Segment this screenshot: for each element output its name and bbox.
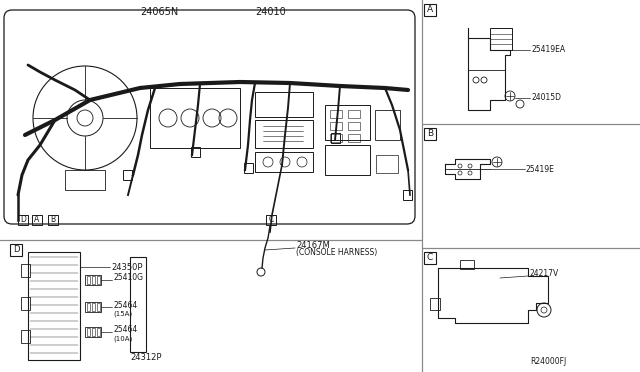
Bar [150,88,240,148]
Bar [21,330,30,343]
Bar [21,297,30,310]
Bar [403,190,412,200]
Bar [490,28,512,50]
Bar [10,244,22,256]
Bar [92,303,95,311]
Text: 24350P: 24350P [111,263,143,272]
Bar [325,145,370,175]
Bar [424,4,436,16]
Text: C: C [268,215,274,224]
Bar [97,276,100,284]
Bar [255,92,313,117]
Text: 24065N: 24065N [140,7,179,17]
Bar [87,328,90,336]
Text: A: A [35,215,40,224]
Bar [97,328,100,336]
Bar [430,298,440,310]
Bar [348,134,360,142]
Bar [130,257,146,352]
Text: D: D [13,246,19,254]
Text: 24312P: 24312P [130,353,161,362]
Bar [87,276,90,284]
Bar [85,275,101,285]
Bar [123,170,132,180]
Bar [32,215,42,225]
Bar [21,264,30,277]
Bar [18,215,28,225]
Bar [266,215,276,225]
Bar [325,105,370,140]
Bar [330,110,342,118]
Bar [97,303,100,311]
Text: 25464: 25464 [113,326,137,334]
Bar [92,276,95,284]
Text: 24015D: 24015D [531,93,561,103]
Bar [424,252,436,264]
Bar [85,302,101,312]
Text: 24217V: 24217V [529,269,558,279]
Bar [424,128,436,140]
Text: (15A): (15A) [113,311,132,317]
Bar [376,155,398,173]
Bar [48,215,58,225]
Text: R24000FJ: R24000FJ [530,357,566,366]
Text: 25410G: 25410G [113,273,143,282]
Bar [28,252,80,360]
Text: 24010: 24010 [255,7,285,17]
Bar [331,133,340,143]
Bar [330,122,342,130]
Bar [191,147,200,157]
Bar [348,122,360,130]
Text: B: B [51,215,56,224]
Bar [460,260,474,269]
Text: (CONSOLE HARNESS): (CONSOLE HARNESS) [296,248,377,257]
Text: B: B [427,129,433,138]
Bar [348,110,360,118]
Bar [375,110,400,140]
Text: D: D [20,215,26,224]
Bar [87,303,90,311]
Text: C: C [427,253,433,263]
Text: A: A [427,6,433,15]
Text: 25464: 25464 [113,301,137,310]
Text: 25419EA: 25419EA [531,45,565,55]
Bar [255,152,313,172]
Bar [65,170,105,190]
Text: (10A): (10A) [113,336,132,342]
Text: 24167M: 24167M [296,241,330,250]
Bar [244,163,253,173]
Bar [85,327,101,337]
Text: 25419E: 25419E [526,164,555,173]
Bar [92,328,95,336]
Bar [255,120,313,148]
Bar [330,134,342,142]
